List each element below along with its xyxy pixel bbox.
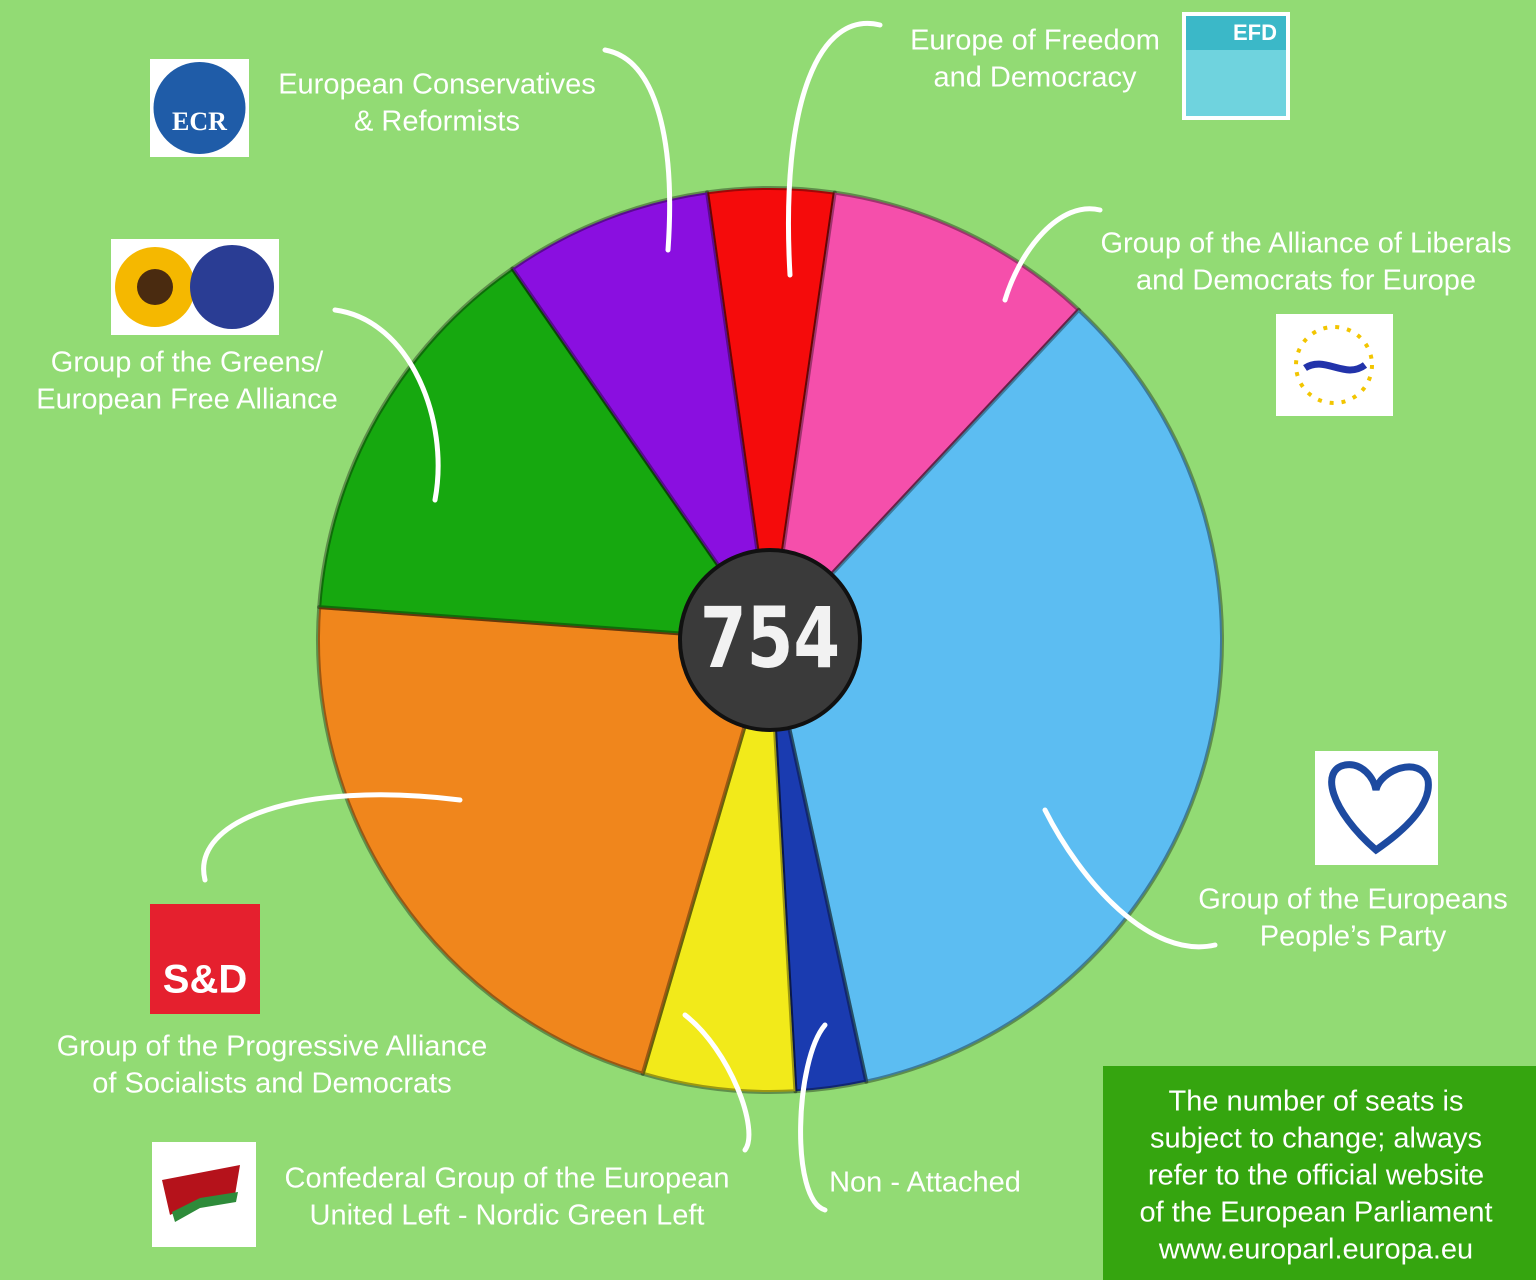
logo-text: S&D	[163, 958, 247, 1002]
note-text: subject to change; always	[1150, 1123, 1482, 1155]
center-disc	[678, 548, 862, 732]
pie: 754	[316, 186, 1224, 1094]
pie-slice	[317, 266, 772, 642]
category-label: Group of the Progressive Alliance	[57, 1031, 487, 1063]
leader-line	[332, 307, 441, 503]
note-text: www.europarl.europa.eu	[1158, 1234, 1473, 1266]
epp-logo	[1315, 751, 1438, 865]
center-label: 754	[700, 589, 840, 687]
leader-line	[1002, 206, 1103, 303]
leader-line	[201, 792, 463, 883]
logo-text: ECR	[172, 107, 227, 136]
category-label: of Socialists and Democrats	[92, 1068, 451, 1100]
category-label: Europe of Freedom	[910, 25, 1160, 57]
category-label: Confederal Group of the European	[285, 1163, 730, 1195]
leader-line	[798, 1022, 828, 1213]
category-label: Non - Attached	[829, 1167, 1021, 1199]
pie-slice	[510, 190, 772, 642]
pie-slice	[640, 638, 798, 1094]
category-label: People’s Party	[1260, 921, 1447, 953]
pie-slice	[768, 307, 1224, 1084]
logo-text: EFD	[1233, 20, 1277, 45]
category-label: and Democrats for Europe	[1136, 265, 1476, 297]
leader-line	[1042, 807, 1218, 950]
note-text: of the European Parliament	[1139, 1197, 1492, 1229]
greens-logo	[111, 239, 279, 335]
gue-logo	[152, 1142, 256, 1247]
category-label: Group of the Alliance of Liberals	[1100, 228, 1511, 260]
leader-line	[785, 21, 883, 278]
leader-line	[602, 47, 673, 253]
note-text: refer to the official website	[1148, 1160, 1484, 1192]
pie-slice	[768, 190, 1081, 642]
note-box: The number of seats is subject to change;…	[1103, 1066, 1536, 1280]
alde-logo	[1276, 314, 1393, 416]
leader-line	[682, 1012, 752, 1153]
note-text: The number of seats is	[1169, 1086, 1464, 1118]
category-label: & Reformists	[354, 106, 520, 138]
category-label: United Left - Nordic Green Left	[310, 1200, 705, 1232]
category-label: European Conservatives	[278, 69, 596, 101]
category-label: Group of the Greens/	[51, 347, 324, 379]
category-label: and Democracy	[933, 62, 1137, 94]
category-label: Group of the Europeans	[1198, 884, 1508, 916]
ecr-logo: ECR	[150, 59, 249, 157]
pie-slice	[316, 605, 772, 1076]
efd-logo: EFD	[1182, 12, 1290, 120]
category-label: European Free Alliance	[36, 384, 337, 416]
sd-logo: S&D	[150, 904, 260, 1014]
leader-lines	[201, 21, 1218, 1213]
pie-slice	[768, 638, 869, 1094]
pie-slice	[705, 186, 837, 642]
